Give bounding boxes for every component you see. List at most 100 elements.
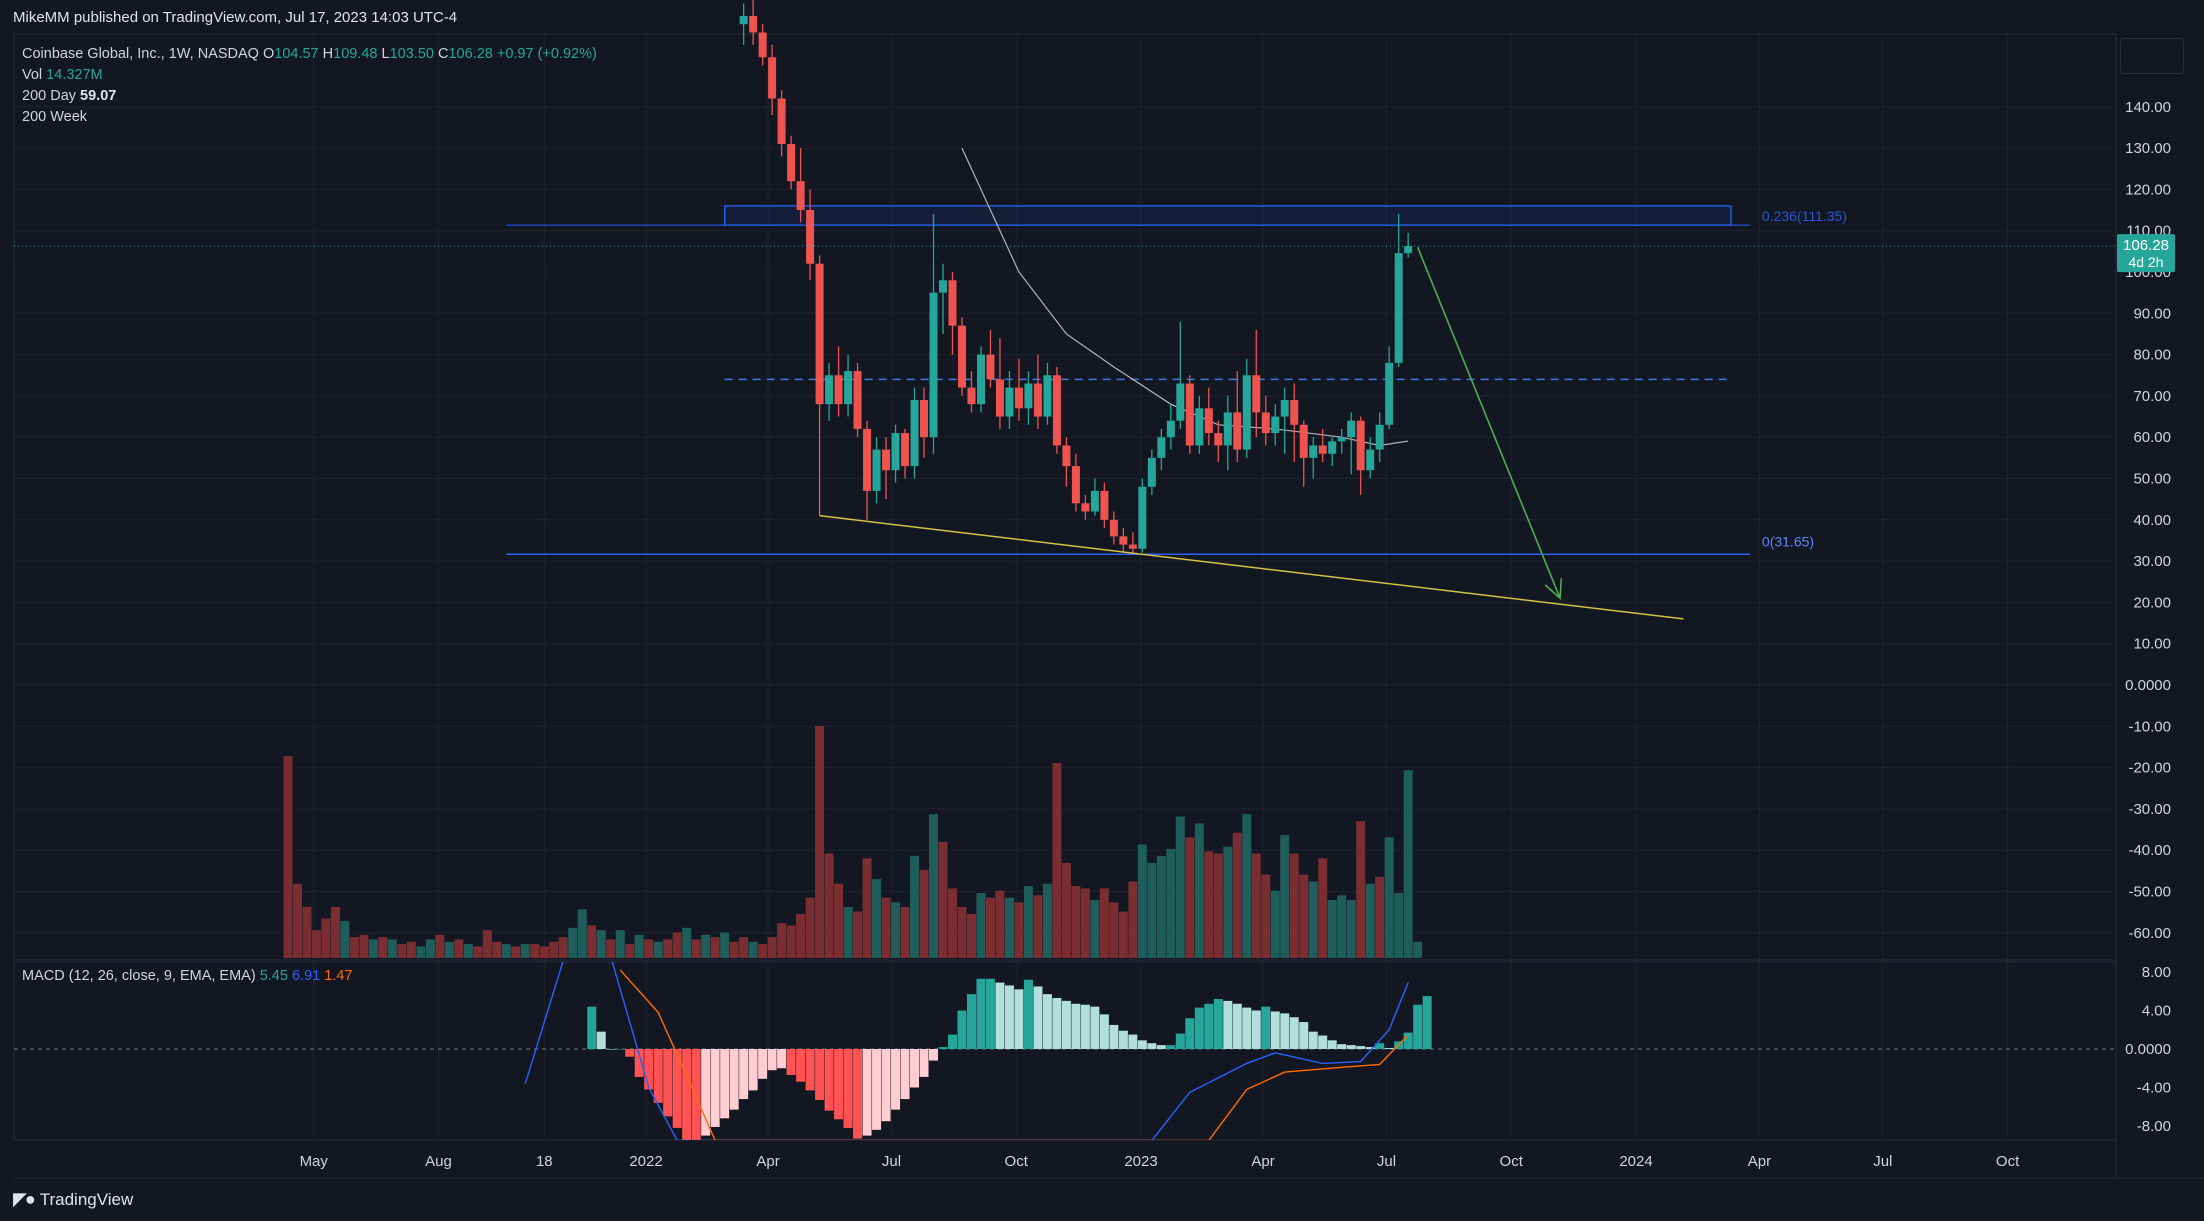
candle — [1138, 478, 1147, 553]
candle — [1280, 387, 1289, 454]
candle — [1214, 420, 1223, 462]
candle — [1318, 428, 1327, 462]
macd-hist-bar — [985, 978, 995, 1049]
volume-bar — [1213, 853, 1223, 958]
macd-hist-bar — [1033, 986, 1043, 1049]
candle — [910, 387, 919, 479]
fib-band — [724, 205, 1732, 226]
candle-body — [939, 280, 947, 293]
macd-hist-bar — [615, 1049, 625, 1050]
volume-bar — [701, 934, 711, 958]
drawings[interactable] — [14, 245, 2116, 620]
volume-bar — [1394, 893, 1404, 958]
volume-bar — [1327, 900, 1337, 958]
projection-arrow-head — [1544, 578, 1563, 600]
close-value: 106.28 — [448, 46, 493, 62]
volume-bar — [1042, 883, 1052, 958]
candle — [1071, 453, 1080, 512]
tradingview-brand[interactable]: ◤● TradingView — [13, 1189, 133, 1210]
macd-hist-bar — [1080, 1004, 1090, 1049]
time-tick-label: Apr — [1251, 1153, 1274, 1170]
macd-legend[interactable]: MACD (12, 26, close, 9, EMA, EMA) 5.45 6… — [22, 968, 352, 984]
macd-signal-line — [619, 969, 1409, 1140]
macd-hist-bar — [1109, 1024, 1119, 1049]
volume-bar — [558, 937, 568, 958]
macd-hist-bar — [976, 978, 986, 1049]
macd-hist-bar — [1280, 1013, 1290, 1049]
macd-hist-bar — [1251, 1010, 1261, 1049]
projection-arrow-line — [1416, 246, 1561, 599]
candle — [863, 420, 872, 520]
tradingview-logo-icon: ◤● — [13, 1189, 36, 1209]
candle-body — [1147, 457, 1156, 487]
price-tick-label: 40.00 — [2133, 512, 2171, 529]
price-tick-label: 60.00 — [2133, 429, 2171, 446]
ma200w-row[interactable]: 200 Week — [22, 107, 597, 128]
price-tick-label: 50.00 — [2133, 471, 2171, 488]
volume-bar — [1090, 900, 1100, 958]
volume-bar — [891, 902, 901, 958]
volume-bar — [900, 906, 910, 958]
volume-bar — [1346, 900, 1356, 958]
candle-body — [910, 400, 919, 467]
macd-hist-bar — [1175, 1033, 1185, 1049]
axes: 140.00130.00120.00110.00100.0090.0080.00… — [300, 99, 2175, 1170]
volume-bar — [1185, 837, 1195, 958]
volume-bar — [947, 888, 957, 958]
volume-bar — [910, 855, 920, 958]
volume-bar — [1166, 848, 1176, 958]
candle-body — [1223, 412, 1232, 446]
macd-hist-bar — [824, 1049, 834, 1111]
candle — [1261, 395, 1270, 446]
candle — [1233, 371, 1242, 462]
volume-label: Vol — [22, 67, 43, 83]
macd-hist-bar — [1375, 1043, 1385, 1049]
candle — [768, 44, 777, 116]
volume-bar — [739, 937, 749, 958]
candle — [939, 263, 947, 334]
volume-bar — [862, 858, 872, 958]
volume-bar — [1242, 814, 1252, 958]
ma200d-value: 59.07 — [80, 88, 117, 104]
volume-bar — [520, 944, 530, 958]
candle — [1005, 371, 1014, 429]
candle — [1204, 387, 1213, 446]
volume-bar — [976, 893, 986, 958]
candle — [929, 214, 938, 454]
candle-body — [1081, 503, 1090, 512]
macd-hist-bar — [625, 1049, 635, 1057]
macd-hist-bar — [1232, 1003, 1242, 1049]
volume-row[interactable]: Vol 14.327M — [22, 65, 597, 86]
volume-bar — [1033, 895, 1043, 958]
candle — [1100, 482, 1109, 529]
macd-hist-bar — [1213, 998, 1223, 1049]
macd-hist-bar — [929, 1049, 939, 1061]
time-tick-label: Jul — [1873, 1153, 1892, 1170]
volume-bar — [1080, 888, 1090, 958]
ma200d-row[interactable]: 200 Day 59.07 — [22, 86, 597, 107]
macd-hist-bar — [720, 1049, 730, 1119]
fib-retracement[interactable]: 0.236(111.35) 0(31.65) — [506, 205, 1847, 556]
volume-bar — [416, 946, 426, 958]
candle — [825, 362, 834, 421]
volume-bar — [359, 934, 369, 958]
candle-body — [1233, 412, 1242, 450]
volume-bar — [625, 944, 635, 958]
symbol-title[interactable]: Coinbase Global, Inc., 1W, NASDAQ — [22, 46, 259, 62]
candle-body — [825, 375, 834, 405]
volume-bar — [349, 937, 359, 958]
price-tag-bg — [2117, 234, 2175, 273]
volume-bar — [834, 883, 844, 958]
macd-hist-bar — [1346, 1045, 1356, 1049]
candle — [844, 354, 853, 417]
candle — [1404, 232, 1413, 258]
volume-bar — [1118, 911, 1128, 958]
candle — [1347, 412, 1356, 475]
scale-settings-button[interactable] — [2120, 38, 2184, 74]
macd-hist-bar — [767, 1049, 777, 1071]
candle — [1290, 383, 1299, 462]
candle — [815, 255, 824, 516]
price-tick-label: 70.00 — [2133, 388, 2171, 405]
candle — [1024, 371, 1033, 425]
